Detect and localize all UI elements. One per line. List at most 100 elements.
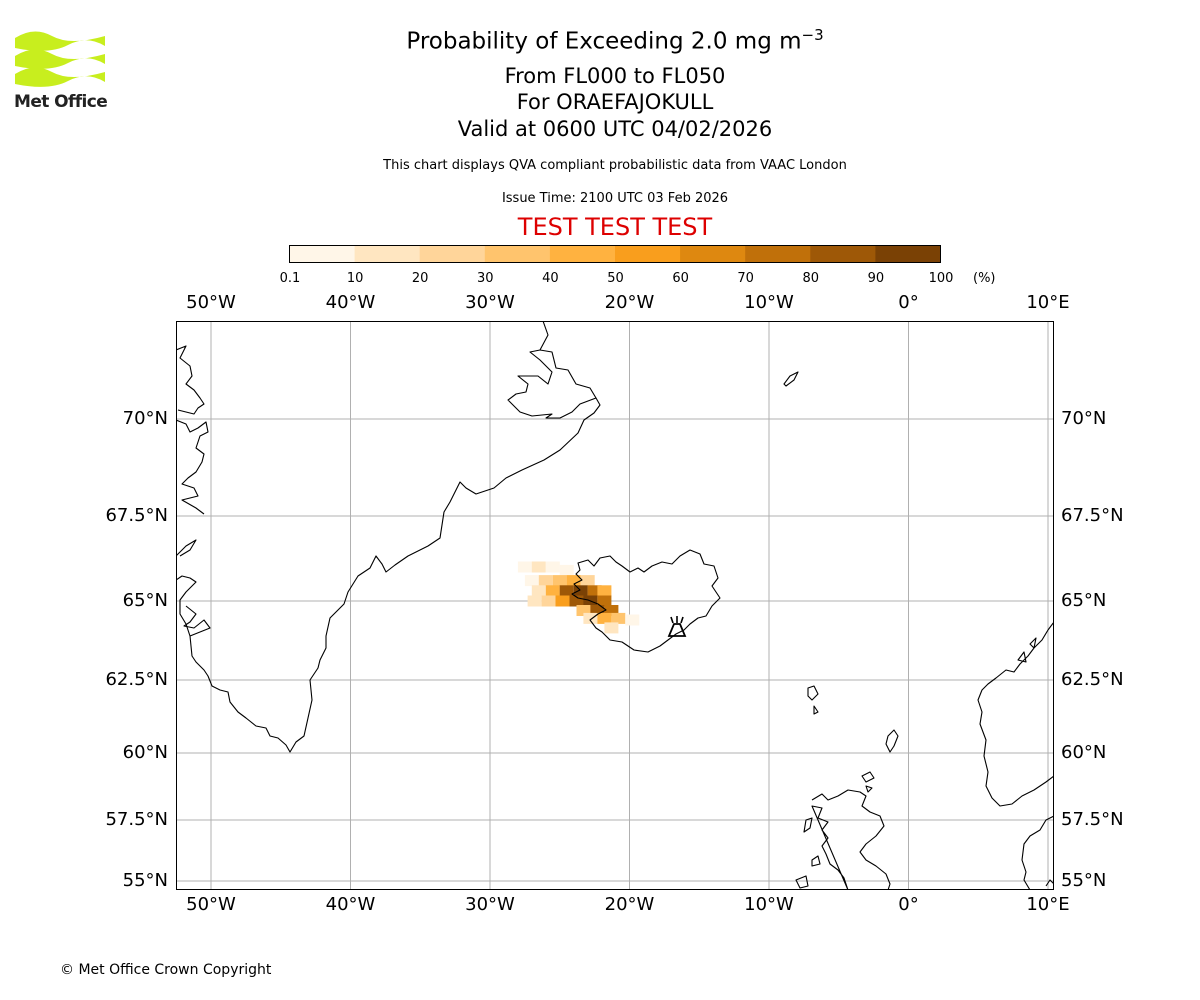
colorbar-swatch: [745, 245, 811, 263]
probability-cell: [604, 622, 619, 634]
volcano-icon: [667, 616, 687, 637]
lon-label-bottom: 10°E: [1026, 894, 1070, 915]
coastline-norway: [977, 621, 1054, 807]
probability-cell: [545, 561, 560, 573]
title-exponent: −3: [801, 26, 824, 44]
lat-label-left: 65°N: [122, 590, 168, 611]
probability-cell: [559, 585, 574, 597]
lat-label-right: 70°N: [1061, 408, 1107, 429]
probability-cell: [597, 585, 612, 597]
lon-label-top: 40°W: [325, 292, 376, 313]
probability-cell: [576, 605, 591, 616]
colorbar-swatch: [875, 245, 941, 263]
probability-cell: [597, 595, 612, 607]
lat-label-left: 55°N: [122, 870, 168, 891]
probability-cell: [569, 595, 584, 607]
met-office-logo: [12, 28, 112, 116]
colorbar-swatch: [810, 245, 876, 263]
lat-label-right: 67.5°N: [1061, 505, 1124, 526]
lon-label-top: 30°W: [465, 292, 515, 313]
probability-cell: [580, 575, 595, 587]
issue-time: Issue Time: 2100 UTC 03 Feb 2026: [501, 191, 729, 206]
lon-label-bottom: 40°W: [325, 894, 376, 915]
lon-label-bottom: 0°: [898, 894, 919, 915]
colorbar-tick-label: 50: [607, 271, 624, 286]
colorbar-swatch: [615, 245, 681, 263]
colorbar-tick-label: 20: [411, 271, 429, 286]
colorbar-tick-label: 80: [802, 271, 820, 286]
probability-cell: [625, 614, 640, 626]
colorbar: [289, 245, 941, 263]
colorbar-tick-label: 90: [867, 271, 885, 286]
colorbar-tick-label: 30: [477, 271, 494, 286]
colorbar-tick-label: 100: [928, 271, 954, 286]
probability-cell: [573, 585, 588, 597]
probability-cell: [545, 585, 560, 597]
copyright: © Met Office Crown Copyright: [60, 962, 272, 978]
coastline-shetland: [885, 729, 899, 753]
lat-label-left: 60°N: [122, 742, 168, 763]
coastline-jan-mayen: [783, 371, 799, 387]
coastline-denmark: [1021, 815, 1054, 890]
logo-text: Met Office: [14, 92, 108, 112]
probability-cell: [587, 585, 602, 597]
lon-label-top: 10°E: [1026, 292, 1070, 313]
colorbar-swatch: [289, 245, 356, 263]
lon-label-top: 50°W: [186, 292, 236, 313]
coastline-orkney: [861, 771, 875, 793]
lat-label-right: 60°N: [1061, 742, 1107, 763]
probability-cell: [531, 561, 546, 573]
probability-cell: [524, 575, 539, 587]
probability-cell: [590, 605, 605, 616]
probability-cell: [517, 561, 532, 573]
coastline-faroe: [807, 685, 819, 715]
volcano-name: For ORAEFAJOKULL: [516, 90, 714, 114]
lon-label-bottom: 10°W: [744, 894, 794, 915]
colorbar-tick-label: 70: [737, 271, 754, 286]
colorbar-tick-label: 40: [542, 271, 559, 286]
probability-cell: [531, 585, 546, 597]
lat-label-left: 57.5°N: [105, 809, 168, 830]
probability-cell: [604, 605, 619, 616]
colorbar-tick-label: 0.1: [279, 271, 301, 286]
lat-label-left: 62.5°N: [105, 669, 168, 690]
probability-cell: [566, 575, 581, 587]
valid-time: Valid at 0600 UTC 04/02/2026: [457, 117, 773, 141]
lon-label-bottom: 20°W: [604, 894, 655, 915]
colorbar-swatch: [680, 245, 746, 263]
lat-label-right: 65°N: [1061, 590, 1107, 611]
lon-label-top: 0°: [898, 292, 919, 313]
probability-cell: [538, 575, 553, 587]
colorbar-tick-label: 60: [672, 271, 689, 286]
title-text: Probability of Exceeding 2.0 mg m: [406, 28, 802, 55]
coastline-greenland-west: [176, 345, 211, 637]
compliance-note: This chart displays QVA compliant probab…: [383, 158, 847, 173]
lat-label-left: 70°N: [122, 408, 168, 429]
lon-label-bottom: 50°W: [186, 894, 236, 915]
chart-title: Probability of Exceeding 2.0 mg m−3: [0, 26, 1200, 55]
lat-label-right: 55°N: [1061, 870, 1107, 891]
colorbar-unit: (%): [973, 271, 996, 286]
colorbar-swatch: [484, 245, 551, 263]
lat-label-left: 67.5°N: [105, 505, 168, 526]
coastline-greenland: [176, 321, 601, 753]
test-banner: TEST TEST TEST: [517, 213, 713, 241]
lon-label-top: 10°W: [744, 292, 794, 313]
map-frame: [176, 321, 1054, 890]
lon-label-top: 20°W: [604, 292, 655, 313]
colorbar-swatch: [354, 245, 421, 263]
probability-cell: [559, 564, 574, 576]
probability-cell: [552, 575, 567, 587]
colorbar-tick-label: 10: [346, 271, 364, 286]
colorbar-swatch: [549, 245, 616, 263]
lat-label-right: 57.5°N: [1061, 809, 1124, 830]
waves-icon: [15, 31, 105, 87]
colorbar-swatch: [419, 245, 486, 263]
probability-cell: [541, 595, 556, 607]
coastline-iceland: [571, 549, 721, 653]
probability-cell: [555, 595, 570, 607]
lon-label-bottom: 30°W: [465, 894, 515, 915]
coastline-scotland: [795, 789, 891, 890]
probability-cell: [527, 595, 542, 607]
